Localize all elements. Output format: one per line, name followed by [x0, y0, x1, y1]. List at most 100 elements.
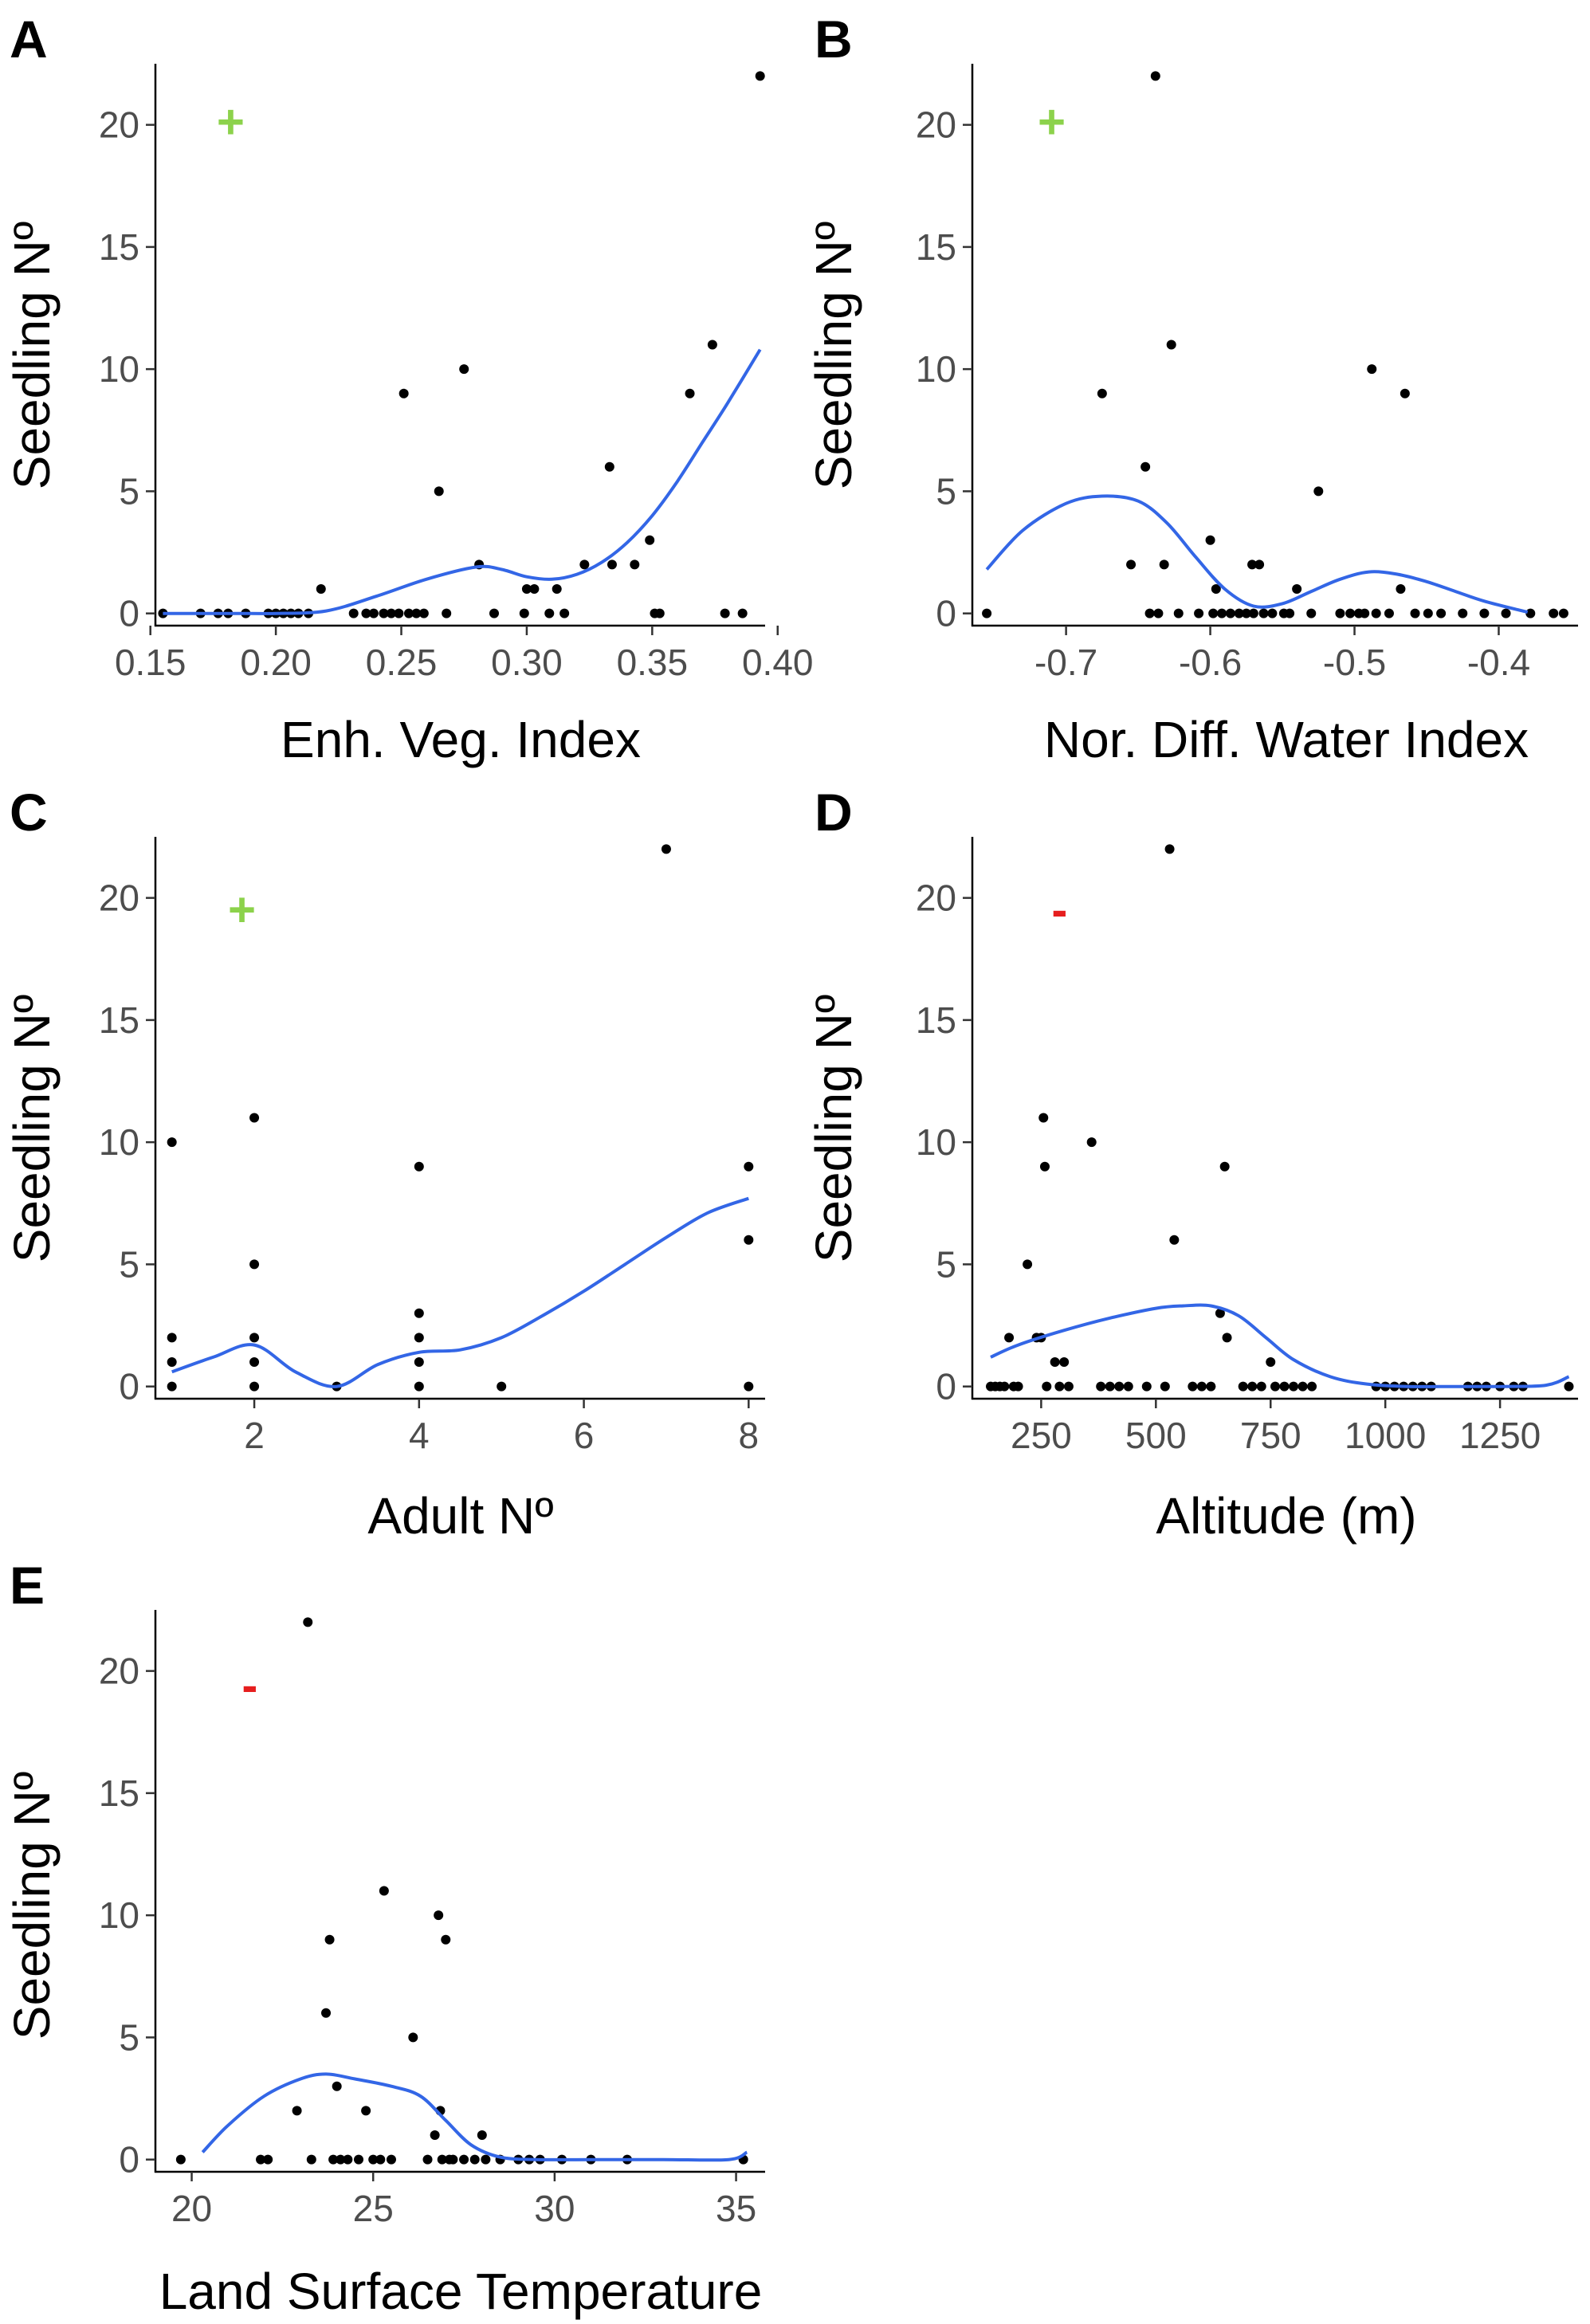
- panel-A-xtick-label: 0.30: [491, 642, 563, 683]
- panel-A-point: [394, 608, 404, 618]
- panel-B-ylabel: Seedling Nº: [805, 222, 862, 489]
- panel-E-point: [324, 1934, 335, 1945]
- panel-B-xlabel: Nor. Diff. Water Index: [1044, 711, 1529, 768]
- panel-E-point: [175, 2154, 186, 2165]
- panel-E-ytick-label: 10: [99, 1894, 139, 1936]
- panel-E-point: [303, 1617, 313, 1627]
- panel-B-ytick-label: 5: [936, 470, 956, 512]
- panel-D-point: [1123, 1381, 1133, 1392]
- panel-B-point: [1558, 608, 1568, 618]
- panel-D-point: [1307, 1381, 1317, 1392]
- panel-C-point: [661, 844, 671, 854]
- panel-A-point: [707, 340, 717, 350]
- panel-C-point: [744, 1381, 754, 1392]
- panel-B-point: [1225, 608, 1235, 618]
- panel-D-xlabel: Altitude (m): [1156, 1487, 1416, 1545]
- panel-A-ytick-label: 0: [119, 593, 139, 634]
- panel-B-point: [1140, 461, 1151, 472]
- panel-B-xtick-label: -0.6: [1179, 642, 1242, 683]
- panel-E-ytick-label: 20: [99, 1651, 139, 1692]
- panel-B-point: [1410, 608, 1420, 618]
- panel-D-ytick-label: 5: [936, 1243, 956, 1285]
- panel-C-point: [167, 1137, 177, 1148]
- panel-A-ytick-label: 20: [99, 104, 139, 146]
- panel-D-point: [1298, 1381, 1308, 1392]
- panel-C-ytick-label: 10: [99, 1121, 139, 1163]
- panel-A-point: [459, 364, 469, 375]
- panel-D-point: [1013, 1381, 1023, 1392]
- panel-B-point: [1217, 608, 1227, 618]
- panel-D-point: [1105, 1381, 1115, 1392]
- panel-B-ytick-label: 10: [916, 348, 956, 390]
- panel-C: C Seedling Nº Adult Nº 0 5 10 15 20 2 4 6 8 +: [3, 783, 765, 1545]
- panel-C-point: [414, 1333, 424, 1343]
- panel-B-point: [1173, 608, 1184, 618]
- panel-E-point: [292, 2106, 302, 2116]
- panel-E-point: [343, 2154, 353, 2165]
- panel-B-point: [1258, 608, 1269, 618]
- panel-A-point: [398, 388, 409, 398]
- panel-B-point: [1306, 608, 1317, 618]
- panel-B-smooth-line: [985, 494, 1529, 614]
- panel-B-point: [1150, 71, 1160, 81]
- panel-C-point: [167, 1381, 177, 1392]
- panel-E-point: [361, 2106, 371, 2116]
- panel-D-point: [1004, 1333, 1015, 1343]
- panel-B-point: [1436, 608, 1447, 618]
- panel-B-point: [1384, 608, 1394, 618]
- panel-A-point: [411, 608, 422, 618]
- panel-D-xtick-label: 250: [1011, 1415, 1072, 1456]
- panel-B-point: [1292, 584, 1302, 595]
- panel-A-ytick-label: 5: [119, 470, 139, 512]
- panel-E-point: [375, 2154, 386, 2165]
- panel-C-point: [744, 1161, 754, 1172]
- panel-D-point: [1169, 1235, 1180, 1245]
- panel-B-point: [1335, 608, 1345, 618]
- panel-E-point: [328, 2154, 339, 2165]
- panel-C-xtick-label: 4: [409, 1415, 430, 1456]
- panel-A-point: [386, 608, 396, 618]
- panel-A-xtick-label: 0.40: [742, 642, 814, 683]
- panel-B-point: [1254, 559, 1265, 570]
- panel-C-ytick-label: 0: [119, 1366, 139, 1407]
- panel-B-point: [1159, 559, 1169, 570]
- panel-A-point: [630, 559, 640, 570]
- panel-A-point: [521, 584, 532, 595]
- panel-C-xtick-label: 2: [244, 1415, 265, 1456]
- panel-E-point: [430, 2130, 440, 2141]
- panel-C-point: [414, 1308, 424, 1318]
- panel-C-ytick-label: 5: [119, 1243, 139, 1285]
- panel-B-point: [1313, 486, 1324, 497]
- panel-D-letter: D: [815, 783, 853, 842]
- panel-E-point: [332, 2081, 342, 2091]
- panel-B-point: [1549, 608, 1559, 618]
- panel-A-point: [489, 608, 499, 618]
- panel-A-xtick-label: 0.35: [617, 642, 689, 683]
- panel-D-point: [1564, 1381, 1574, 1392]
- panel-D-ytick-label: 20: [916, 877, 956, 919]
- panel-A-point: [559, 608, 570, 618]
- panel-E-xtick-label: 35: [716, 2188, 756, 2229]
- panel-B-point: [1205, 535, 1215, 545]
- panel-D-xtick-label: 1250: [1459, 1415, 1541, 1456]
- panel-D: D Seedling Nº Altitude (m) 0 5 10 15 20 250 50…: [805, 783, 1578, 1545]
- panel-D-ytick-label: 0: [936, 1366, 956, 1407]
- panel-D-point: [999, 1381, 1010, 1392]
- panel-D-point: [1270, 1381, 1280, 1392]
- panel-E-ytick-label: 0: [119, 2139, 139, 2181]
- panel-B-point: [1166, 340, 1176, 350]
- panel-B-point: [1248, 608, 1258, 618]
- panel-C-point: [249, 1357, 260, 1368]
- panel-E-point: [386, 2154, 396, 2165]
- panel-E-ytick-label: 15: [99, 1772, 139, 1814]
- panel-D-point: [1238, 1381, 1248, 1392]
- panel-E-point: [459, 2154, 469, 2165]
- panel-C-point: [167, 1333, 177, 1343]
- panel-C-point: [414, 1161, 424, 1172]
- panel-E-point: [469, 2154, 480, 2165]
- panel-B-point: [1267, 608, 1278, 618]
- panel-A-point: [579, 559, 590, 570]
- panel-D-point: [1039, 1161, 1050, 1172]
- panel-B-xtick-label: -0.4: [1467, 642, 1530, 683]
- panel-B-point: [1479, 608, 1490, 618]
